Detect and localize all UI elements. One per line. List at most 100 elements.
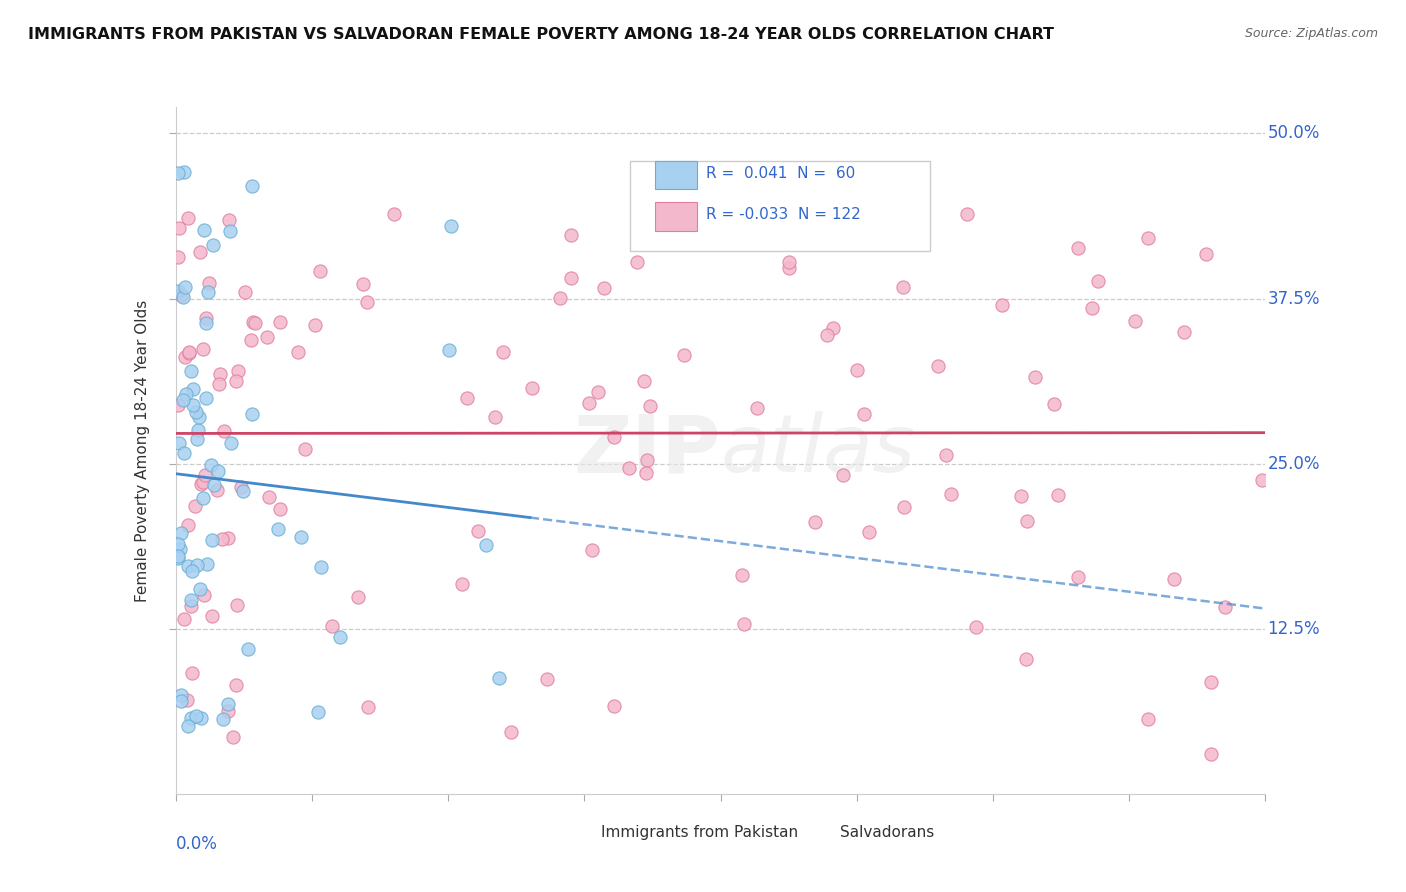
Point (821, 320, 844, 334)
Point (1195, 247, 1218, 261)
Point (891, 280, 914, 294)
Point (560, 271, 582, 285)
Point (586, 384, 609, 399)
Point (1087, 274, 1109, 288)
Point (1017, 514, 1039, 528)
Point (193, 342, 215, 356)
Point (626, 254, 648, 268)
Point (745, 401, 768, 415)
Point (1199, 747, 1222, 762)
Point (636, 466, 658, 480)
Point (1010, 489, 1032, 503)
Point (1067, 570, 1090, 584)
Point (578, 396, 600, 410)
Point (603, 430, 626, 444)
Point (180, 564, 202, 578)
Point (1123, 314, 1146, 328)
Point (184, 405, 207, 419)
Point (593, 281, 616, 295)
Point (181, 398, 204, 412)
Point (304, 318, 326, 333)
Point (731, 568, 754, 582)
Point (941, 487, 963, 501)
Point (329, 630, 352, 644)
Point (804, 515, 827, 529)
Point (201, 608, 224, 623)
Point (219, 224, 242, 238)
Point (200, 458, 222, 472)
Point (290, 530, 312, 544)
Point (1213, 600, 1236, 615)
Point (240, 179, 263, 194)
Point (927, 359, 949, 373)
Point (875, 231, 897, 245)
Point (242, 407, 264, 421)
Point (846, 362, 869, 376)
Point (194, 311, 217, 326)
Bar (562, 819, 593, 846)
Point (467, 524, 489, 538)
Text: 25.0%: 25.0% (1268, 455, 1320, 473)
Point (225, 598, 247, 612)
Point (198, 277, 221, 291)
Point (169, 541, 191, 556)
Point (269, 502, 291, 516)
Point (208, 376, 231, 391)
Point (167, 549, 190, 563)
Point (239, 333, 262, 347)
Point (636, 452, 658, 467)
Point (186, 558, 208, 572)
Point (174, 386, 197, 401)
Point (815, 328, 838, 343)
Point (211, 713, 233, 727)
Point (180, 711, 202, 725)
Point (456, 392, 478, 406)
Point (492, 345, 515, 359)
Point (451, 577, 474, 591)
Point (172, 290, 194, 304)
Bar (655, 202, 696, 231)
Point (309, 263, 332, 277)
Y-axis label: Female Poverty Among 18-24 Year Olds: Female Poverty Among 18-24 Year Olds (135, 300, 150, 601)
Point (205, 483, 228, 497)
Point (221, 730, 243, 744)
Point (257, 490, 280, 504)
Point (581, 543, 603, 558)
Point (1137, 713, 1160, 727)
Point (217, 531, 239, 545)
Point (437, 343, 460, 357)
Point (172, 393, 194, 408)
Text: 50.0%: 50.0% (1268, 125, 1320, 143)
Point (1024, 369, 1046, 384)
Point (184, 500, 207, 514)
Point (177, 346, 200, 360)
Point (193, 588, 215, 602)
Point (1199, 674, 1222, 689)
Point (1015, 652, 1038, 666)
Point (195, 557, 218, 571)
Point (167, 536, 190, 550)
Text: Source: ZipAtlas.com: Source: ZipAtlas.com (1244, 27, 1378, 40)
Point (180, 364, 202, 378)
Point (638, 399, 661, 413)
Point (187, 423, 209, 437)
Point (187, 409, 209, 424)
Point (195, 317, 218, 331)
Point (194, 391, 217, 405)
Point (167, 285, 190, 299)
Point (852, 408, 875, 422)
Point (475, 538, 498, 552)
Point (356, 700, 378, 714)
Point (167, 398, 190, 412)
Text: 12.5%: 12.5% (1268, 620, 1320, 638)
Point (219, 436, 242, 450)
Point (522, 381, 544, 395)
Point (536, 672, 558, 686)
Point (191, 475, 214, 489)
Point (186, 432, 208, 446)
Text: ZIP: ZIP (574, 411, 721, 490)
Point (245, 316, 267, 330)
Point (858, 525, 880, 540)
Point (177, 211, 200, 226)
Point (287, 344, 309, 359)
